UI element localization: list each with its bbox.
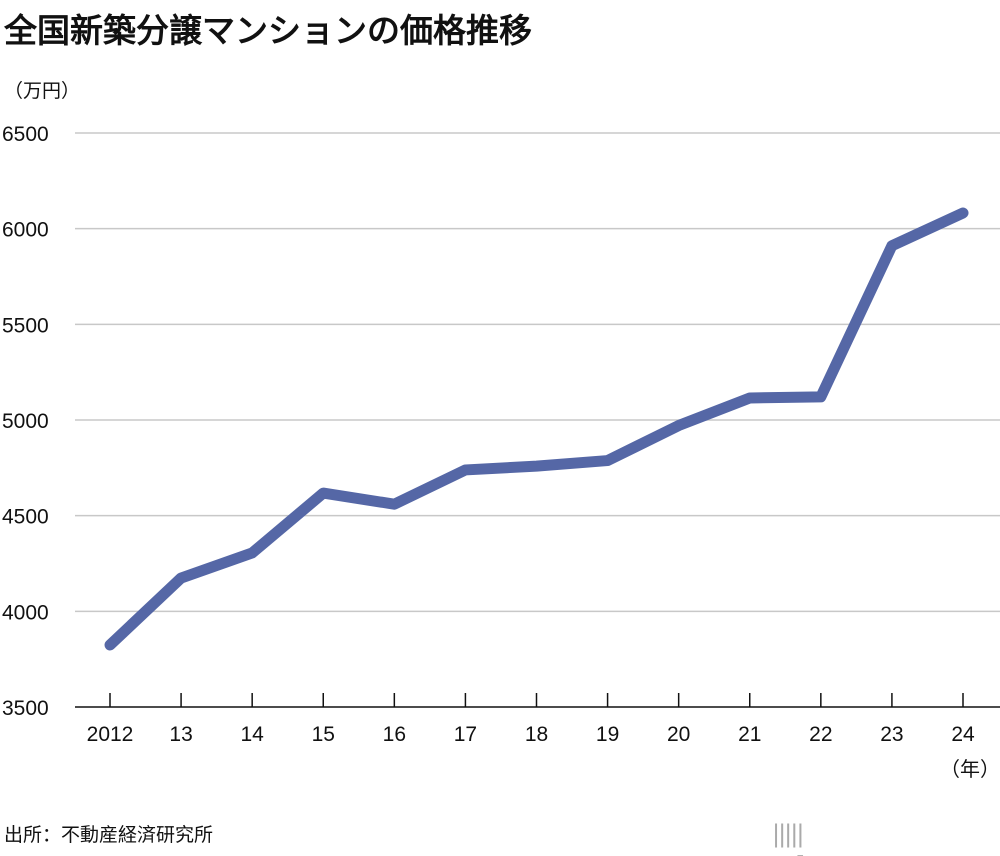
x-tick-label: 15: [312, 723, 335, 746]
chart-title: 全国新築分譲マンションの価格推移: [4, 11, 532, 50]
y-tick-label: 4000: [2, 601, 49, 624]
x-tick-label: 22: [809, 723, 832, 746]
y-tick-label: 6000: [2, 219, 49, 242]
x-tick-label: 13: [169, 723, 192, 746]
nippon-logo: ||||| nippon.com: [772, 820, 977, 856]
x-axis-unit: （年）: [940, 757, 1000, 781]
x-tick-label: 19: [596, 723, 619, 746]
source-note: 出所：不動産経済研究所: [4, 824, 214, 846]
y-tick-label: 5500: [2, 314, 49, 337]
x-tick-label: 24: [951, 723, 975, 746]
y-tick-label: 4500: [2, 506, 49, 529]
y-tick-label: 3500: [2, 697, 49, 720]
y-tick-label: 6500: [2, 123, 49, 146]
x-tick-label: 21: [738, 723, 761, 746]
y-tick-label: 5000: [2, 410, 49, 433]
x-tick-label: 20: [667, 723, 690, 746]
series-line: [104, 207, 969, 651]
x-tick-label: 17: [454, 723, 477, 746]
x-tick-label: 14: [240, 723, 264, 746]
x-tick-label: 18: [525, 723, 548, 746]
y-axis-unit: （万円）: [4, 80, 81, 102]
x-tick-label: 23: [880, 723, 903, 746]
x-tick-label: 2012: [87, 723, 134, 746]
x-tick-label: 16: [383, 723, 406, 746]
